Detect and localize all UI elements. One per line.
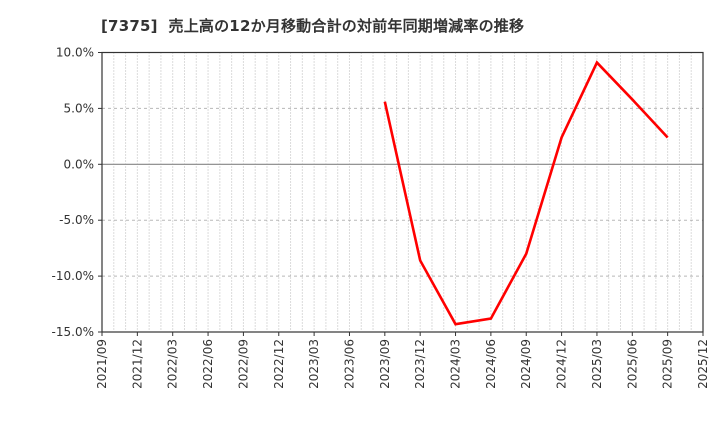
x-axis-tick-label: 2025/09 (661, 339, 675, 389)
y-axis-tick-label: 5.0% (64, 101, 95, 115)
x-axis-tick-label: 2022/12 (272, 339, 286, 389)
x-axis-tick-label: 2025/12 (696, 339, 710, 389)
y-axis-tick-label: -5.0% (59, 213, 94, 227)
x-axis-tick-label: 2025/06 (625, 339, 639, 389)
x-axis-tick-label: 2021/09 (95, 339, 109, 389)
x-axis-tick-label: 2024/06 (484, 339, 498, 389)
y-axis-tick-label: -15.0% (52, 325, 94, 339)
y-axis-tick-label: 10.0% (56, 46, 94, 60)
x-axis-tick-label: 2022/06 (201, 339, 215, 389)
data-line (383, 60, 669, 326)
x-axis-tick-label: 2025/03 (590, 339, 604, 389)
x-axis-tick-label: 2022/09 (236, 339, 250, 389)
x-axis-tick-label: 2024/03 (449, 339, 463, 389)
plot-border (101, 51, 704, 333)
y-axis-tick-label: 0.0% (64, 157, 95, 171)
y-axis-tick-label: -10.0% (52, 269, 94, 283)
x-axis-tick-label: 2023/06 (342, 339, 356, 389)
x-axis-tick-label: 2024/09 (519, 339, 533, 389)
x-axis-tick-label: 2022/03 (166, 339, 180, 389)
x-axis-tick-label: 2023/09 (378, 339, 392, 389)
x-axis-tick-label: 2023/12 (413, 339, 427, 389)
x-axis-tick-label: 2021/12 (130, 339, 144, 389)
x-axis-tick-label: 2024/12 (555, 339, 569, 389)
chart-title: [7375] 売上高の12か月移動合計の対前年同期増減率の推移 (101, 17, 525, 35)
x-axis-tick-label: 2023/03 (307, 339, 321, 389)
